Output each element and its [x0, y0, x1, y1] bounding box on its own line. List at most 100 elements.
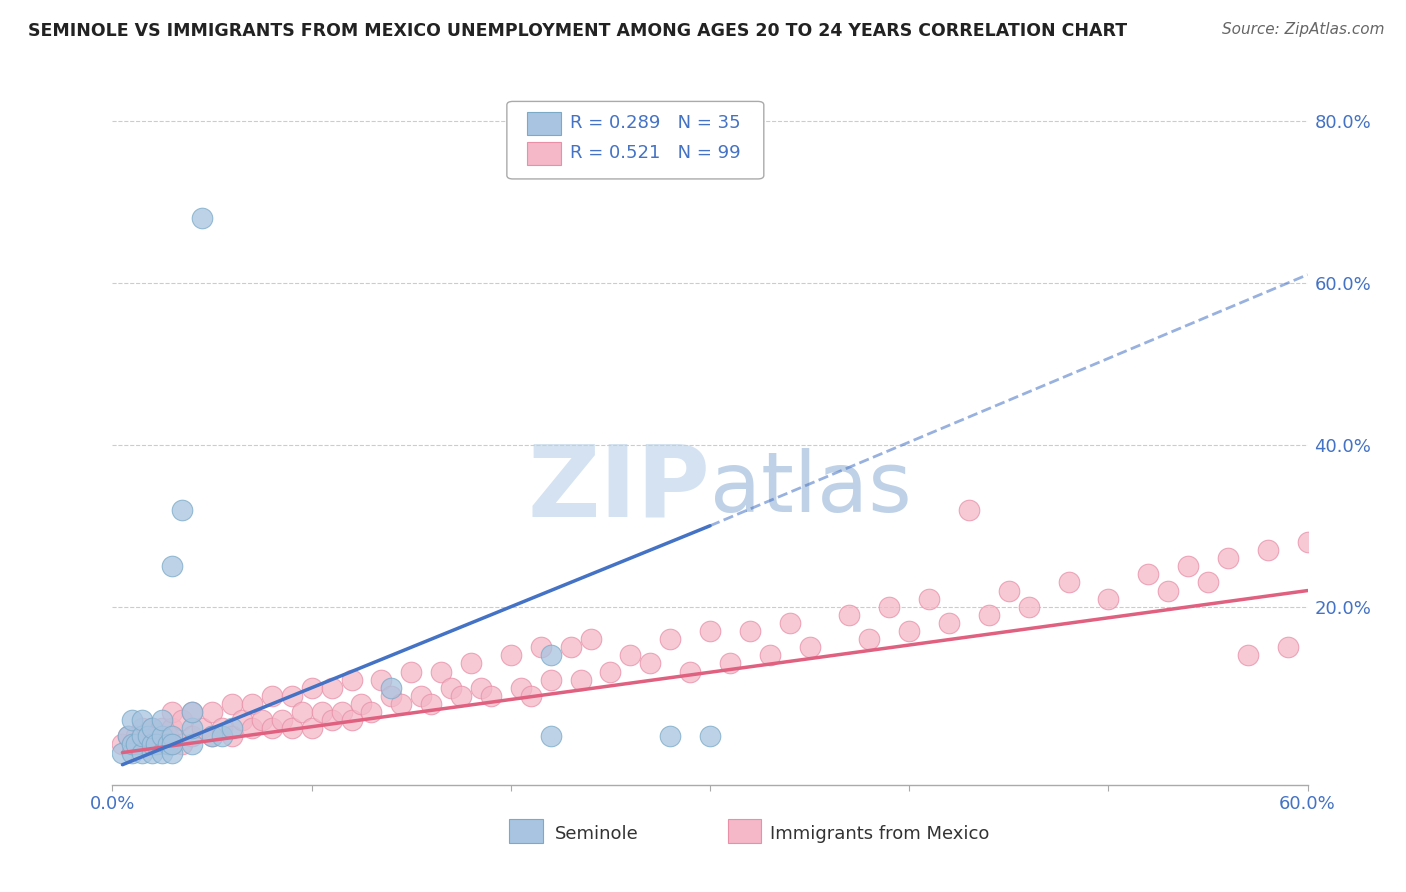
Point — [141, 738, 163, 752]
Point — [460, 657, 482, 671]
Point — [291, 705, 314, 719]
Point — [470, 681, 492, 695]
Point — [619, 648, 641, 663]
Point — [301, 721, 323, 735]
Point — [420, 697, 443, 711]
Point — [1257, 543, 1279, 558]
Point — [138, 730, 160, 744]
Point — [380, 681, 402, 695]
Text: ZIP: ZIP — [527, 441, 710, 538]
Point — [540, 648, 562, 663]
Point — [530, 640, 553, 655]
Point — [879, 599, 901, 614]
Point — [380, 689, 402, 703]
Bar — [728, 820, 762, 843]
Point — [679, 665, 702, 679]
Text: Source: ZipAtlas.com: Source: ZipAtlas.com — [1222, 22, 1385, 37]
Point — [260, 721, 283, 735]
Point — [321, 681, 343, 695]
Point — [125, 738, 148, 752]
Point — [145, 738, 167, 752]
Point — [111, 738, 134, 752]
Point — [211, 730, 233, 744]
Point — [141, 721, 163, 735]
Point — [221, 730, 243, 744]
Point — [699, 624, 721, 638]
Point — [998, 583, 1021, 598]
Point — [125, 730, 148, 744]
Text: atlas: atlas — [710, 449, 911, 530]
Point — [340, 713, 363, 727]
Point — [181, 705, 204, 719]
Bar — [527, 112, 561, 136]
Point — [172, 713, 194, 727]
Point — [918, 591, 941, 606]
Point — [360, 705, 382, 719]
Point — [121, 746, 143, 760]
Point — [221, 721, 243, 735]
Point — [659, 632, 682, 647]
Point — [479, 689, 502, 703]
Point — [340, 673, 363, 687]
Point — [350, 697, 373, 711]
Point — [162, 746, 183, 760]
Point — [330, 705, 353, 719]
Point — [1057, 575, 1080, 590]
Point — [838, 607, 860, 622]
Point — [131, 730, 153, 744]
Point — [1137, 567, 1160, 582]
Point — [131, 746, 153, 760]
Point — [520, 689, 543, 703]
Point — [1157, 583, 1180, 598]
Point — [450, 689, 472, 703]
Point — [440, 681, 463, 695]
Point — [157, 730, 180, 744]
Point — [640, 657, 662, 671]
Point — [131, 738, 153, 752]
Point — [117, 730, 139, 744]
Point — [799, 640, 821, 655]
Point — [977, 607, 1000, 622]
Point — [172, 502, 194, 516]
Point — [117, 730, 139, 744]
Point — [281, 689, 304, 703]
Point — [1197, 575, 1219, 590]
Point — [121, 713, 143, 727]
Point — [141, 738, 163, 752]
Point — [221, 697, 243, 711]
Point — [401, 665, 423, 679]
Point — [499, 648, 522, 663]
Text: Immigrants from Mexico: Immigrants from Mexico — [770, 825, 990, 843]
Point — [181, 721, 204, 735]
Point — [141, 746, 163, 760]
Point — [201, 705, 224, 719]
Point — [1296, 535, 1319, 549]
Point — [201, 730, 224, 744]
Point — [1216, 551, 1239, 566]
Point — [1018, 599, 1040, 614]
Point — [150, 713, 173, 727]
Point — [260, 689, 283, 703]
Point — [121, 738, 143, 752]
Point — [131, 713, 153, 727]
Point — [779, 615, 801, 630]
Point — [321, 713, 343, 727]
Point — [181, 738, 204, 752]
Point — [699, 730, 721, 744]
Point — [540, 673, 562, 687]
Point — [131, 721, 153, 735]
Point — [1097, 591, 1119, 606]
Point — [957, 502, 980, 516]
Point — [509, 681, 531, 695]
Point — [201, 730, 224, 744]
Text: Seminole: Seminole — [554, 825, 638, 843]
Point — [1177, 559, 1199, 574]
Bar — [509, 820, 543, 843]
Point — [240, 721, 263, 735]
Text: R = 0.289   N = 35: R = 0.289 N = 35 — [571, 114, 741, 132]
Point — [250, 713, 273, 727]
Point — [759, 648, 782, 663]
Point — [231, 713, 253, 727]
Point — [301, 681, 323, 695]
Text: R = 0.521   N = 99: R = 0.521 N = 99 — [571, 144, 741, 161]
